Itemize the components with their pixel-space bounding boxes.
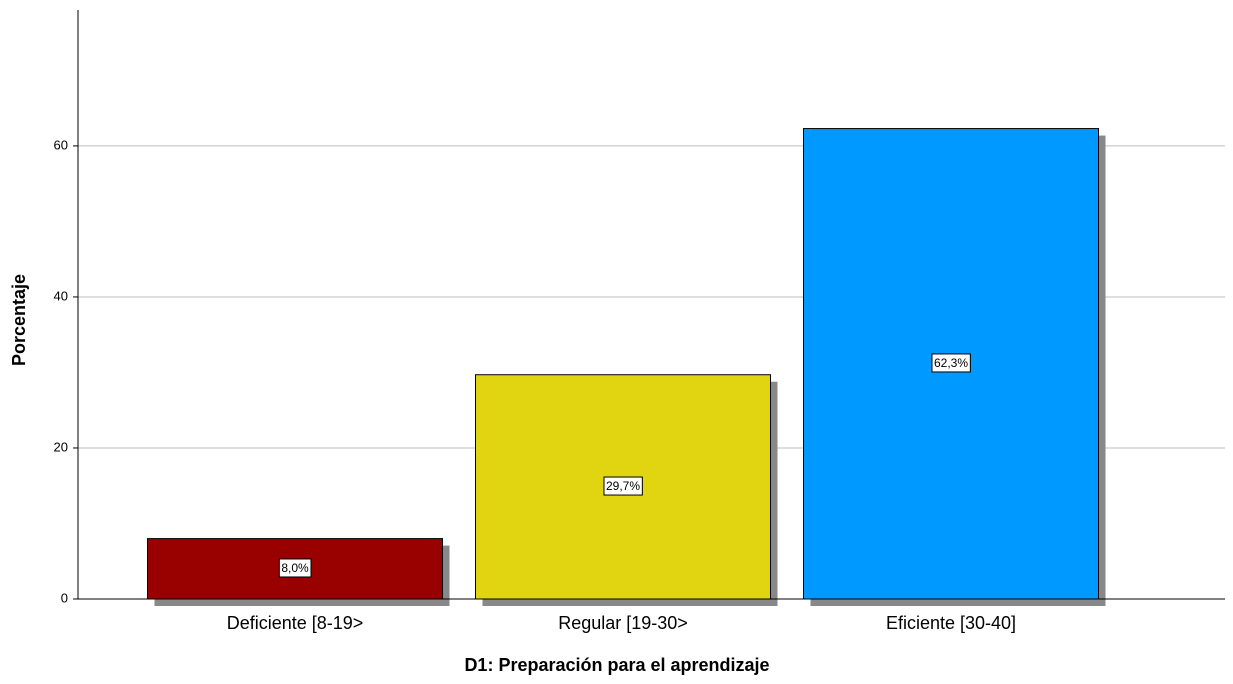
y-tick-label: 60 (54, 137, 68, 152)
data-label-box (931, 353, 971, 373)
y-tick-label: 40 (54, 288, 68, 303)
x-tick-label: Eficiente [30-40] (886, 613, 1016, 633)
x-tick-label: Deficiente [8-19> (227, 613, 364, 633)
data-label-box (278, 558, 312, 578)
y-tick-label: 20 (54, 439, 68, 454)
y-axis-label: Porcentaje (9, 274, 29, 366)
y-tick-label: 0 (61, 590, 68, 605)
x-axis-label: D1: Preparación para el aprendizaje (464, 655, 769, 675)
data-label-box (603, 476, 643, 496)
data-label: 8,0% (281, 561, 309, 575)
data-label: 62,3% (934, 356, 968, 370)
x-tick-label: Regular [19-30> (558, 613, 688, 633)
data-label: 29,7% (606, 479, 640, 493)
